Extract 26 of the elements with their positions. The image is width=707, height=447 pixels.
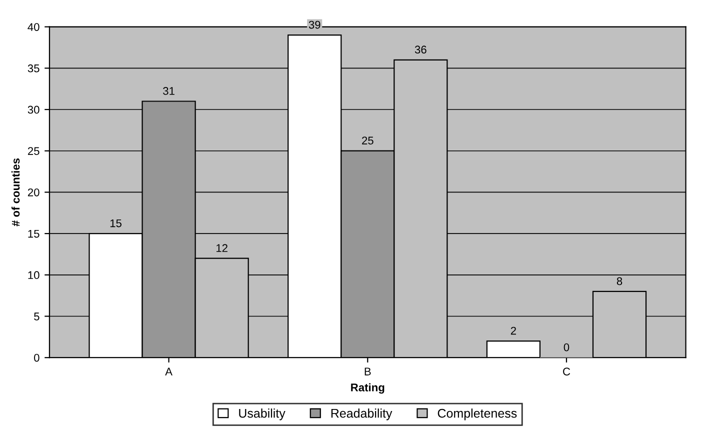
legend-label: Readability: [331, 408, 392, 420]
x-axis-title: Rating: [351, 383, 384, 394]
legend-label: Completeness: [438, 408, 517, 420]
data-label: 0: [564, 343, 570, 352]
y-tick-label: 40: [28, 23, 40, 31]
y-tick-label: 10: [28, 271, 40, 280]
legend-label: Usability: [239, 408, 286, 420]
y-axis-title: # of counties: [11, 158, 20, 226]
y-tick-label: 30: [28, 106, 40, 114]
data-label: 8: [616, 277, 622, 286]
x-tick-label: C: [563, 368, 570, 376]
x-tick-label: A: [165, 368, 172, 376]
data-label: 31: [163, 87, 174, 95]
data-label: 39: [308, 20, 320, 29]
data-label: 2: [510, 326, 516, 335]
data-label: 25: [362, 136, 374, 144]
y-tick-label: 0: [34, 354, 40, 362]
x-tick-label: B: [364, 368, 371, 376]
y-tick-label: 15: [28, 230, 40, 238]
y-tick-label: 25: [28, 147, 40, 155]
data-label: 36: [414, 46, 426, 54]
y-tick-label: 35: [28, 64, 40, 72]
y-tick-label: 20: [28, 188, 40, 196]
y-tick-label: 5: [34, 312, 40, 320]
data-label: 12: [216, 244, 228, 252]
data-label: 15: [110, 219, 122, 228]
